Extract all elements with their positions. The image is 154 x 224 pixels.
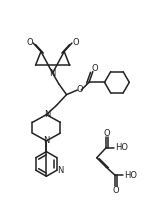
- Text: N: N: [57, 166, 63, 174]
- Text: N: N: [43, 136, 50, 145]
- Text: O: O: [113, 186, 120, 195]
- Text: HO: HO: [115, 143, 128, 152]
- Text: N: N: [44, 110, 50, 119]
- Text: HO: HO: [124, 171, 137, 180]
- Text: O: O: [76, 85, 83, 94]
- Text: O: O: [73, 38, 79, 47]
- Text: O: O: [91, 64, 98, 73]
- Text: O: O: [103, 129, 110, 138]
- Text: N: N: [49, 69, 56, 78]
- Text: O: O: [26, 38, 33, 47]
